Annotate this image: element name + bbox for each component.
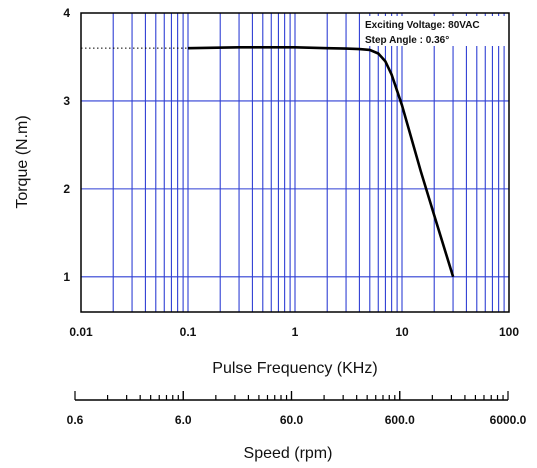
plot-frame xyxy=(80,12,510,313)
x-tick-label: 0.01 xyxy=(69,325,93,339)
x-axis-ticks: 0.01 0.1 1 10 100 xyxy=(69,325,519,339)
annotation-box xyxy=(362,16,507,46)
x-axis-label: Pulse Frequency (KHz) xyxy=(212,360,377,377)
speed-axis-label: Speed (rpm) xyxy=(244,445,333,462)
annotation-step-angle: Step Angle : 0.36° xyxy=(365,35,449,46)
annotation-voltage: Exciting Voltage: 80VAC xyxy=(365,20,480,31)
x-tick-label: 100 xyxy=(499,325,519,339)
speed-tick-label: 0.6 xyxy=(67,413,84,427)
speed-tick-label: 6000.0 xyxy=(490,413,527,427)
y-tick-label: 1 xyxy=(63,270,70,284)
torque-curve xyxy=(187,46,455,278)
y-tick-label: 4 xyxy=(63,6,70,20)
x-tick-label: 1 xyxy=(292,325,299,339)
grid xyxy=(81,13,509,312)
x-tick-label: 10 xyxy=(395,325,409,339)
x-tick-label: 0.1 xyxy=(180,325,197,339)
y-axis-label: Torque (N.m) xyxy=(14,115,31,208)
speed-tick-label: 60.0 xyxy=(280,413,304,427)
y-tick-label: 3 xyxy=(63,94,70,108)
speed-axis: 0.6 6.0 60.0 600.0 6000.0 xyxy=(67,391,527,427)
y-tick-label: 2 xyxy=(63,182,70,196)
speed-tick-label: 600.0 xyxy=(385,413,415,427)
speed-tick-label: 6.0 xyxy=(175,413,192,427)
y-axis-ticks: 1 2 3 4 xyxy=(63,6,70,284)
